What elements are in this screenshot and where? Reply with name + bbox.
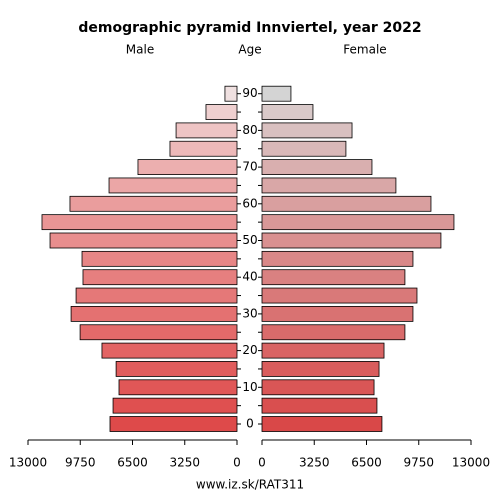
bar: [261, 342, 385, 359]
bar: [115, 361, 238, 377]
footer: www.iz.sk/RAT311: [196, 478, 304, 492]
y-tick-label: 10: [242, 380, 257, 394]
bar: [261, 416, 383, 432]
bar: [118, 379, 238, 396]
bar: [224, 85, 238, 102]
x-tick-label: 6500: [117, 456, 148, 470]
center-label: Age: [238, 43, 261, 57]
bar: [205, 104, 238, 120]
x-tick-label: 3250: [299, 456, 330, 470]
y-tick-label: 60: [242, 196, 257, 210]
y-tick-label: 0: [246, 417, 254, 431]
bar: [261, 159, 373, 176]
x-tick-label: 0: [258, 456, 266, 470]
x-tick-label: 9750: [403, 456, 434, 470]
bar: [261, 122, 353, 139]
y-tick-label: 70: [242, 160, 257, 174]
bar: [261, 250, 414, 267]
bar: [169, 140, 238, 157]
bar: [70, 305, 238, 322]
bar: [261, 232, 442, 249]
bar: [261, 269, 406, 286]
x-tick-label: 9750: [65, 456, 96, 470]
bar: [261, 397, 378, 414]
bar: [69, 195, 238, 212]
bar: [261, 140, 347, 157]
x-tick-label: 6500: [351, 456, 382, 470]
bar: [175, 122, 238, 139]
bar: [261, 85, 292, 102]
bar: [261, 324, 406, 341]
x-tick-label: 13000: [452, 456, 490, 470]
bar: [75, 287, 238, 304]
y-tick-label: 20: [242, 343, 257, 357]
y-tick-label: 40: [242, 270, 257, 284]
bar: [261, 195, 432, 212]
bar: [261, 214, 455, 231]
bar: [101, 342, 238, 359]
bar: [49, 232, 238, 249]
bar: [261, 361, 380, 377]
bar: [81, 250, 238, 267]
x-tick-label: 13000: [9, 456, 47, 470]
left-label: Male: [126, 43, 154, 57]
bar: [82, 269, 238, 286]
bar: [109, 416, 238, 432]
bar: [261, 287, 418, 304]
y-tick-label: 90: [242, 86, 257, 100]
y-tick-label: 80: [242, 123, 257, 137]
y-tick-label: 30: [242, 306, 257, 320]
bar: [261, 177, 397, 194]
x-tick-label: 0: [233, 456, 241, 470]
x-tick-label: 3250: [169, 456, 200, 470]
bar: [108, 177, 238, 194]
y-tick-label: 50: [242, 233, 257, 247]
bar: [261, 305, 414, 322]
bar: [79, 324, 238, 341]
chart-title: demographic pyramid Innviertel, year 202…: [78, 20, 421, 36]
bar: [112, 397, 238, 414]
bar: [41, 214, 238, 231]
right-label: Female: [343, 43, 386, 57]
bar: [261, 104, 314, 120]
bar: [137, 159, 238, 176]
bar: [261, 379, 375, 396]
